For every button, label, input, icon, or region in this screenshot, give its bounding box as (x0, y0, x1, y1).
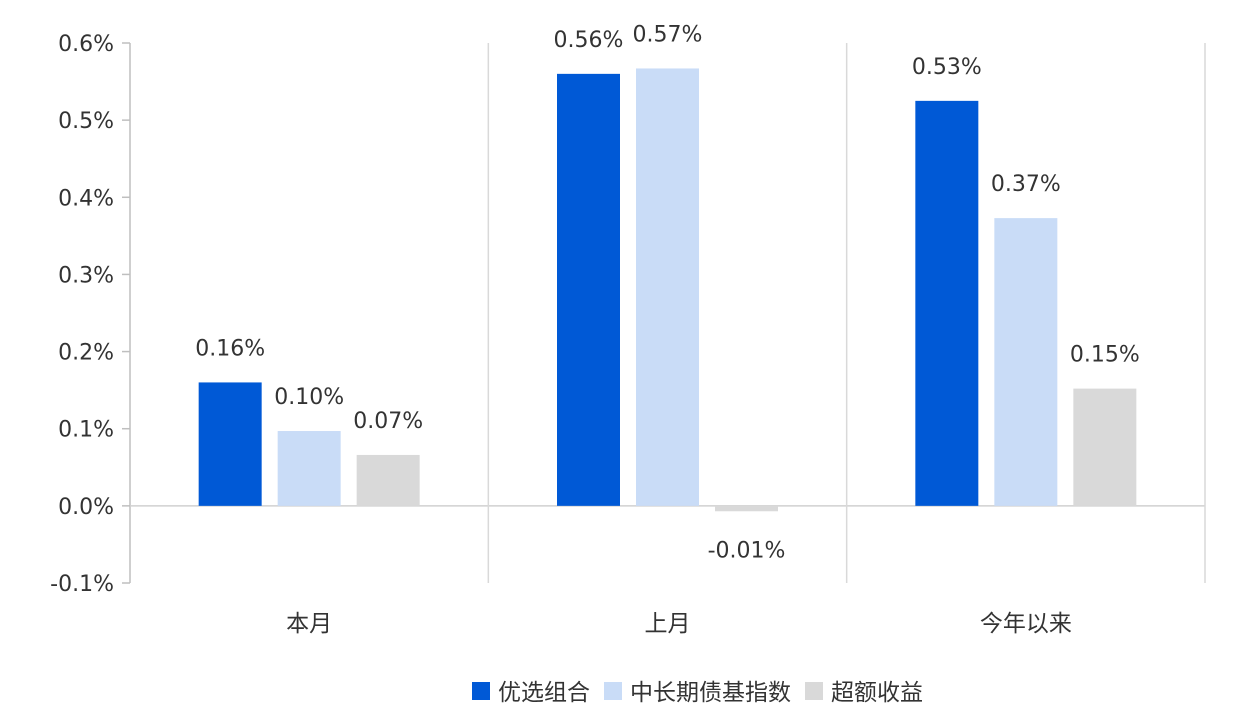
y-tick-label: 0.5% (58, 109, 114, 134)
data-label: 0.53% (912, 55, 982, 80)
legend-item: 优选组合 (472, 680, 590, 706)
bars (198, 68, 1137, 512)
x-category-label: 本月 (286, 611, 332, 637)
legend: 优选组合 中长期债基指数 超额收益 (472, 680, 923, 706)
bar (715, 505, 778, 512)
bar (1073, 388, 1137, 506)
bar (636, 68, 699, 506)
data-label: 0.10% (274, 385, 344, 410)
data-label: 0.56% (554, 28, 624, 53)
legend-item: 超额收益 (805, 680, 923, 706)
x-category-label: 今年以来 (980, 611, 1072, 637)
data-label: 0.37% (991, 172, 1061, 197)
legend-swatch (604, 682, 622, 700)
legend-item: 中长期债基指数 (604, 680, 791, 706)
legend-label: 中长期债基指数 (630, 680, 791, 706)
bar (198, 382, 262, 506)
data-label: 0.57% (633, 22, 703, 47)
data-label: -0.01% (708, 538, 786, 563)
y-tick-label: 0.6% (58, 32, 114, 57)
bar (277, 431, 341, 506)
x-category-label: 上月 (645, 611, 691, 637)
legend-swatch (805, 682, 823, 700)
y-tick-label: 0.1% (58, 418, 114, 443)
data-label: 0.15% (1070, 343, 1140, 368)
y-tick-label: -0.1% (50, 572, 114, 597)
y-tick-label: 0.3% (58, 263, 114, 288)
y-tick-label: 0.4% (58, 186, 114, 211)
data-labels: 0.16% 0.56% 0.53% 0.10% 0.57% 0.37% 0.07% -0.01… (195, 22, 1140, 563)
bar (915, 100, 979, 506)
bar (994, 218, 1058, 506)
legend-label: 超额收益 (831, 680, 923, 706)
bar (557, 73, 620, 506)
data-label: 0.07% (353, 409, 423, 434)
legend-label: 优选组合 (498, 680, 590, 706)
bar (356, 454, 420, 506)
data-label: 0.16% (195, 336, 265, 361)
y-tick-label: 0.0% (58, 495, 114, 520)
y-tick-label: 0.2% (58, 341, 114, 366)
legend-swatch (472, 682, 490, 700)
